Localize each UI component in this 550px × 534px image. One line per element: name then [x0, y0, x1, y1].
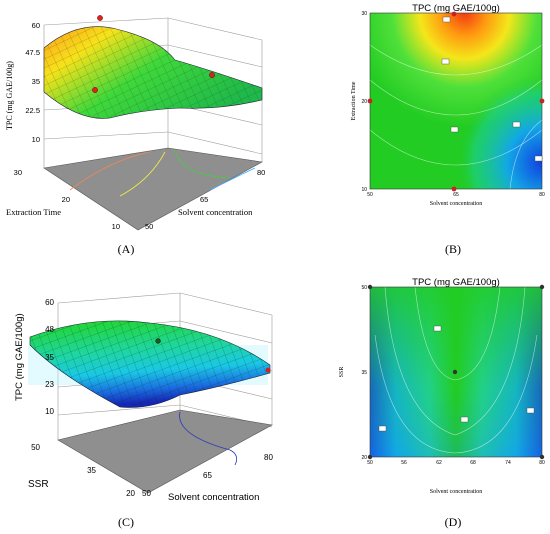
z-tick-label: 10: [32, 135, 40, 144]
design-point: [539, 454, 545, 460]
y-tick-label: 35: [87, 466, 96, 475]
x-tick-label: 80: [257, 168, 265, 177]
x-tick-label: 50: [142, 489, 151, 498]
floor-c: [57, 409, 273, 494]
x-tick-label: 74: [505, 460, 511, 466]
design-point: [155, 338, 161, 344]
design-point: [367, 454, 373, 460]
x-tick-label: 65: [200, 195, 208, 204]
x-tick-label: 50: [367, 460, 373, 466]
contour-label: [460, 416, 469, 423]
contour-label: [512, 121, 521, 128]
y-tick-label: 10: [112, 222, 120, 231]
design-point: [452, 369, 458, 375]
x-tick-label: 62: [436, 460, 442, 466]
chart-title: TPC (mg GAE/100g): [412, 3, 500, 14]
design-point: [539, 284, 545, 290]
design-point: [92, 87, 98, 93]
z-tick-label: 35: [45, 353, 54, 362]
x-tick-label: 80: [539, 460, 545, 466]
y-tick-label: 30: [14, 168, 22, 177]
x-tick-label: 56: [401, 460, 407, 466]
x-tick-label: 68: [470, 460, 476, 466]
y-tick-label: 50: [31, 443, 40, 452]
design-point: [209, 72, 215, 78]
contour-label: [534, 155, 543, 162]
caption-c: (C): [118, 515, 134, 529]
contour-label: [526, 407, 535, 414]
caption-a: (A): [117, 242, 135, 256]
design-point: [265, 367, 271, 373]
y-tick-label: 20: [62, 195, 70, 204]
design-point: [367, 98, 373, 104]
z-tick-label: 22.5: [25, 106, 40, 115]
caption-b: (B): [445, 242, 461, 256]
chart-title: TPC (mg GAE/100g): [412, 277, 500, 288]
y-tick-label: 20: [361, 455, 367, 461]
contour-label: [433, 325, 442, 332]
x-tick-label: 80: [539, 192, 545, 198]
x-tick-label: 50: [367, 192, 373, 198]
x-tick-label: 50: [145, 222, 153, 231]
z-tick-label: 47.5: [25, 48, 40, 57]
y-tick-label: 20: [126, 489, 135, 498]
z-axis-title: TPC (mg GAE/100g): [5, 61, 14, 130]
y-tick-label: 30: [361, 11, 367, 17]
z-tick-label: 23: [45, 380, 54, 389]
caption-d: (D): [444, 515, 462, 529]
z-tick-label: 35: [32, 77, 40, 86]
x-axis-title: Solvent concentration: [430, 489, 483, 495]
y-axis-title: SSR: [28, 479, 49, 490]
z-tick-label: 10: [45, 407, 54, 416]
z-tick-label: 60: [45, 298, 54, 307]
contour-label: [442, 16, 451, 23]
x-axis-title: Solvent concentration: [168, 492, 259, 503]
surface-plot-c: 60 48 35 23 10 TPC (mg GAE/100g) 50 35 2…: [14, 292, 273, 503]
design-point: [451, 11, 457, 17]
y-tick-label: 35: [361, 370, 367, 376]
z-tick-label: 60: [32, 21, 40, 30]
x-tick-label: 65: [453, 192, 459, 198]
x-axis-title: Solvent concentration: [430, 201, 483, 207]
z-axis-title: TPC (mg GAE/100g): [14, 313, 25, 401]
design-point: [451, 186, 457, 192]
design-point: [367, 284, 373, 290]
y-tick-label: 50: [361, 285, 367, 291]
y-axis-title: SSR: [339, 367, 345, 378]
z-tick-label: 48: [45, 325, 54, 334]
contour-label: [378, 425, 387, 432]
contour-plot-b: TPC (mg GAE/100g) 30 20 10 50 65 80 Solv…: [351, 3, 545, 207]
contour-plot-d: TPC (mg GAE/100g) 50 35 20 50 56 62 68 7…: [339, 277, 545, 495]
design-point: [97, 15, 103, 21]
floor-a: [43, 147, 263, 231]
y-axis-title: Extraction Time: [351, 81, 357, 120]
surface-plot-a: 60 47.5 35 22.5 10 TPC (mg GAE/100g) 30 …: [5, 15, 265, 231]
x-axis-title: Solvent concentration: [178, 207, 253, 217]
x-tick-label: 65: [203, 471, 212, 480]
design-point: [539, 98, 545, 104]
y-tick-label: 20: [361, 99, 367, 105]
contour-label: [450, 126, 459, 133]
y-tick-label: 10: [361, 187, 367, 193]
y-axis-title: Extraction Time: [6, 207, 61, 217]
contour-label: [441, 58, 450, 65]
x-tick-label: 80: [264, 453, 273, 462]
